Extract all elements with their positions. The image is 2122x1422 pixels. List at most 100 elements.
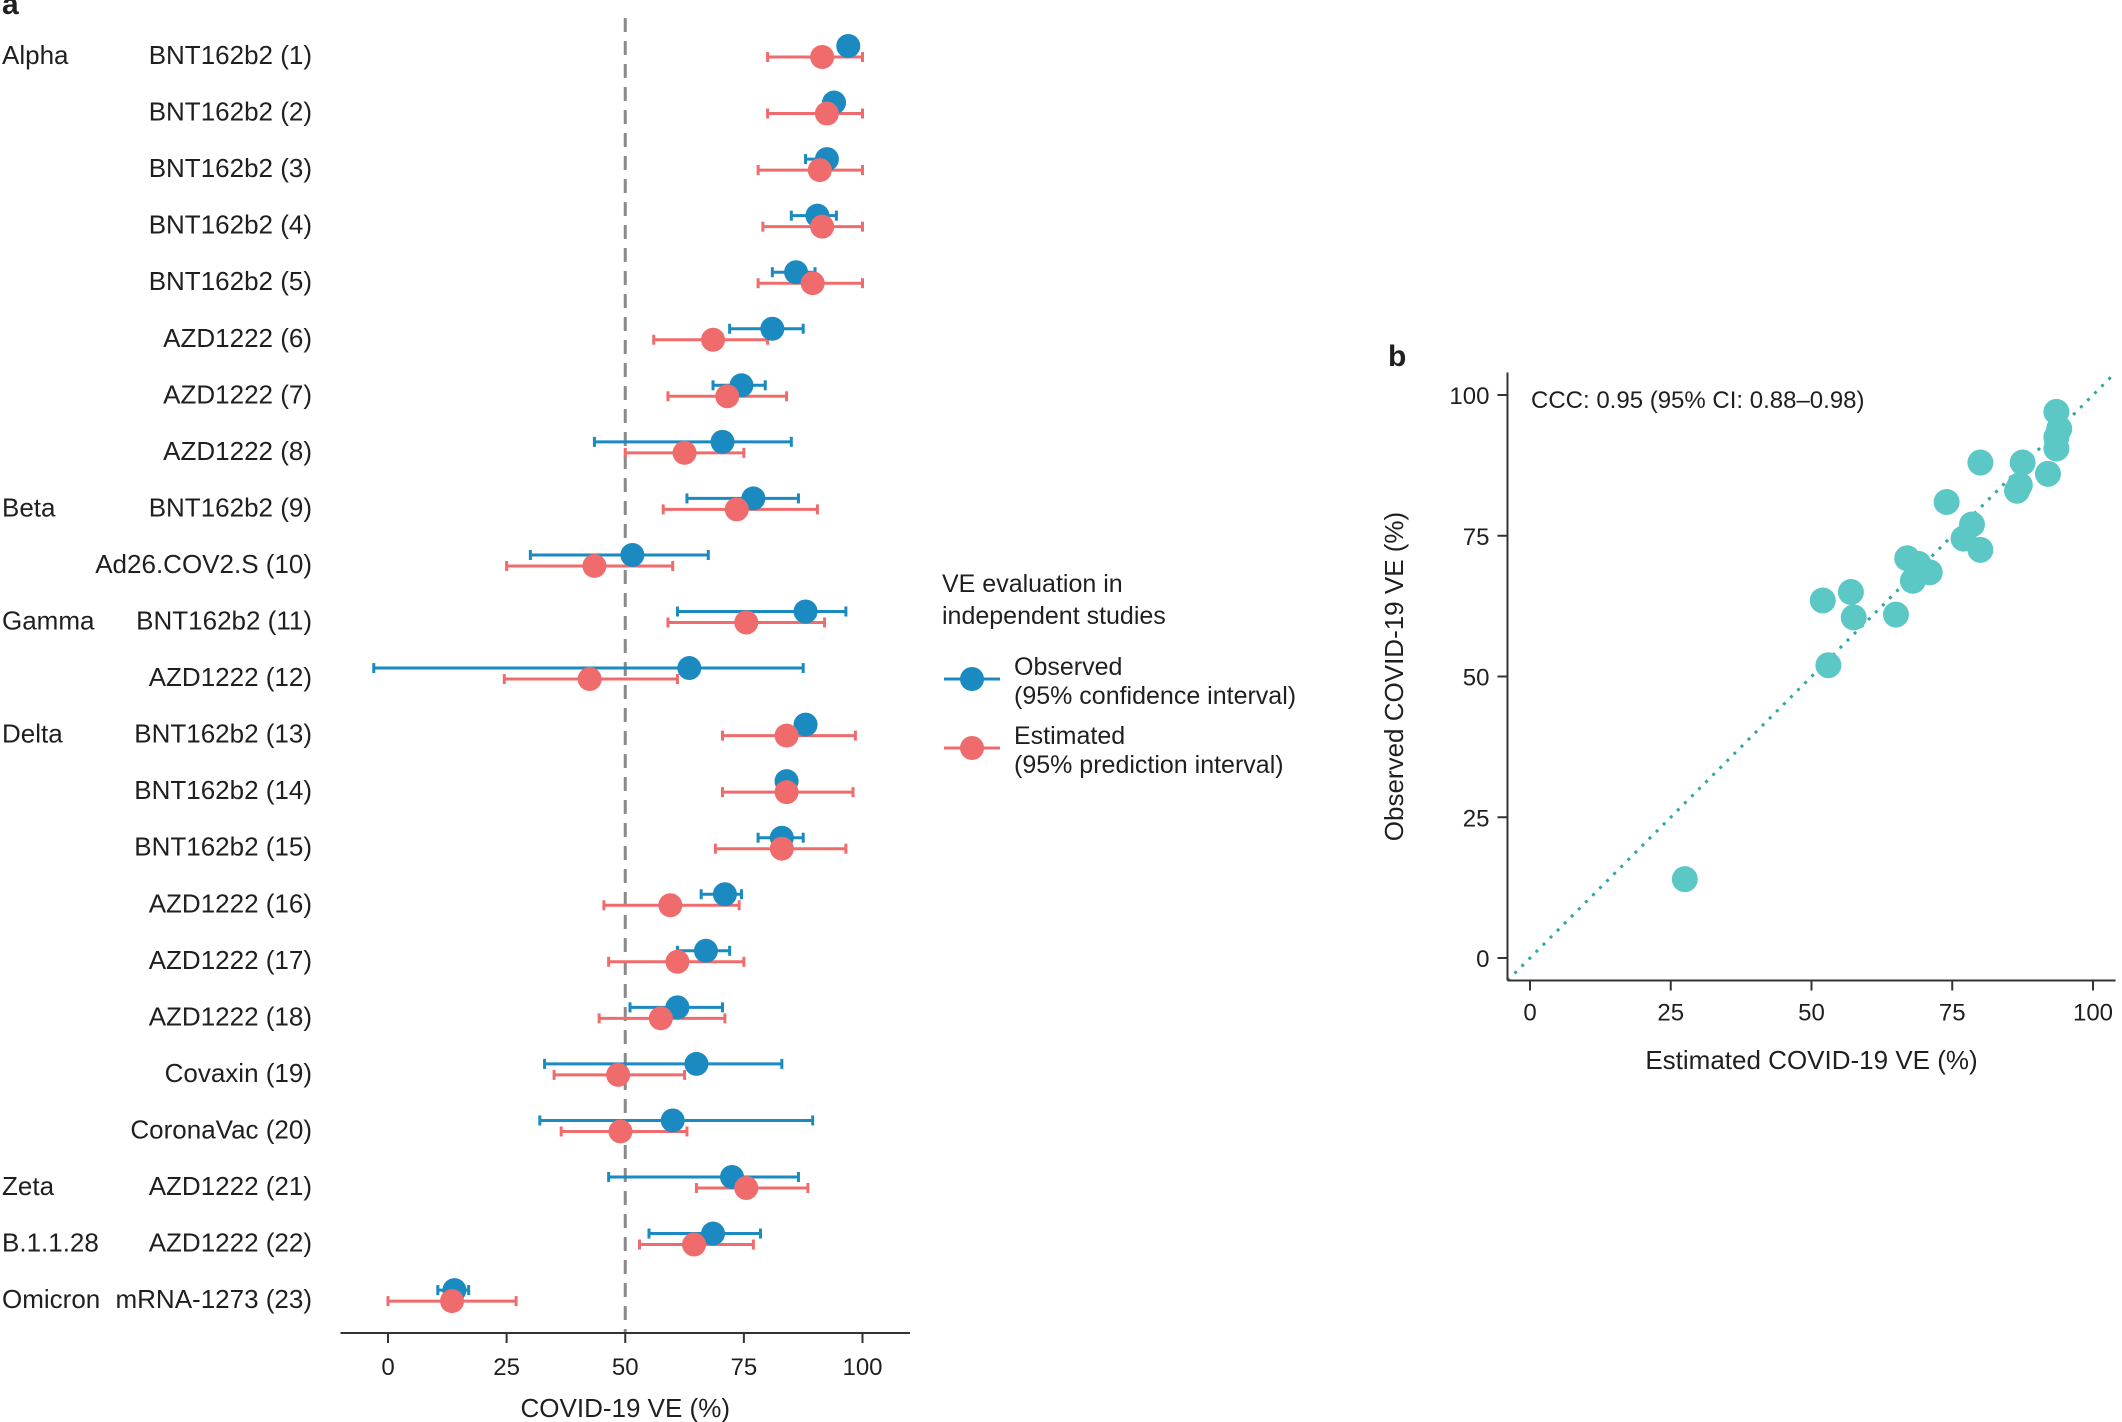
scatter-point — [2009, 449, 2036, 476]
legend: VE evaluation in independent studies Obs… — [942, 570, 1296, 779]
x-axis-title: COVID-19 VE (%) — [521, 1393, 731, 1422]
vaccine-label: mRNA-1273 (23) — [115, 1284, 312, 1314]
estimated-point — [672, 440, 697, 465]
estimated-point — [701, 327, 726, 352]
observed-ci — [543, 1058, 784, 1069]
estimated-point — [724, 497, 749, 522]
y-axis-title: Observed COVID-19 VE (%) — [1379, 512, 1409, 841]
estimated-point — [769, 836, 794, 861]
scatter-point — [1967, 536, 1994, 563]
scatter-point — [1933, 488, 1960, 515]
observed-point — [693, 938, 718, 963]
panel-a-forest-plot: a Alpha BNT162b2 (1) BNT162b2 (2) BNT162b2 … — [2, 0, 910, 1422]
scatter-point — [1967, 449, 1994, 476]
estimated-point — [577, 667, 602, 692]
scatter-point — [1809, 587, 1836, 614]
legend-estimated-sublabel: (95% prediction interval) — [1014, 751, 1284, 779]
observed-point — [701, 1221, 726, 1246]
variant-label: Alpha — [2, 40, 69, 70]
scatter-point — [1671, 866, 1698, 893]
legend-estimated-marker — [960, 736, 984, 760]
vaccine-label: AZD1222 (8) — [163, 436, 312, 466]
estimated-point — [682, 1232, 707, 1257]
vaccine-label: BNT162b2 (9) — [149, 492, 312, 522]
x-tick-label: 50 — [612, 1354, 639, 1381]
legend-title-line-1: VE evaluation in — [942, 570, 1123, 598]
estimated-point — [774, 780, 799, 805]
legend-observed-marker — [960, 667, 984, 691]
vaccine-label: AZD1222 (6) — [163, 323, 312, 353]
scatter-points — [1671, 398, 2073, 893]
vaccine-label: CoronaVac (20) — [130, 1114, 312, 1144]
observed-ci — [592, 436, 793, 447]
estimated-point — [807, 158, 832, 183]
scatter-point — [1840, 604, 1867, 631]
estimated-point — [658, 893, 683, 918]
legend-estimated-label: Estimated — [1014, 722, 1125, 750]
vaccine-label: BNT162b2 (5) — [149, 266, 312, 296]
panel-b-scatter-plot: b 0 25 50 75 100 0 25 50 75 100 CCC: 0.95 (95% CI… — [1379, 340, 2117, 1075]
vaccine-label: BNT162b2 (4) — [149, 210, 312, 240]
x-axis: 0 25 50 75 100 — [340, 1332, 910, 1381]
vaccine-label: BNT162b2 (13) — [134, 719, 312, 749]
observed-point — [712, 882, 737, 907]
x-tick-label: 50 — [1798, 1000, 1825, 1027]
x-axis-title: Estimated COVID-19 VE (%) — [1645, 1045, 1977, 1075]
vaccine-label: AZD1222 (12) — [149, 662, 312, 692]
estimated-point — [608, 1119, 633, 1144]
y-tick-label: 75 — [1463, 524, 1490, 551]
estimated-point — [774, 723, 799, 748]
vaccine-label: AZD1222 (21) — [149, 1171, 312, 1201]
variant-label: Zeta — [2, 1171, 55, 1201]
y-tick-label: 50 — [1463, 665, 1490, 692]
estimated-point — [734, 610, 759, 635]
estimated-point — [734, 1176, 759, 1200]
variant-label: Delta — [2, 719, 63, 749]
legend-title-line-2: independent studies — [942, 602, 1166, 630]
vaccine-label: AZD1222 (16) — [149, 888, 312, 918]
observed-point — [760, 316, 785, 341]
estimated-point — [810, 45, 835, 69]
y-tick-label: 100 — [1449, 383, 1489, 410]
scatter-point — [2043, 435, 2070, 462]
observed-point — [684, 1051, 709, 1076]
observed-ci — [528, 549, 710, 560]
forest-marks — [372, 34, 864, 1314]
vaccine-label: BNT162b2 (11) — [136, 606, 312, 636]
legend-observed-sublabel: (95% confidence interval) — [1014, 682, 1296, 710]
estimated-point — [814, 101, 839, 126]
variant-label: Beta — [2, 492, 56, 522]
estimated-point — [800, 271, 825, 296]
observed-point — [836, 34, 861, 58]
scatter-point — [1882, 601, 1909, 628]
vaccine-label: AZD1222 (17) — [149, 945, 312, 975]
variant-label: Omicron — [2, 1284, 100, 1314]
estimated-point — [606, 1062, 631, 1087]
vaccine-label: Ad26.COV2.S (10) — [95, 549, 312, 579]
vaccine-label: AZD1222 (22) — [149, 1228, 312, 1258]
scatter-point — [1815, 652, 1842, 679]
vaccine-label: BNT162b2 (3) — [149, 153, 312, 183]
vaccine-label: Covaxin (19) — [165, 1058, 312, 1088]
observed-ci — [675, 606, 848, 617]
ccc-annotation: CCC: 0.95 (95% CI: 0.88–0.98) — [1531, 387, 1865, 414]
vaccine-label: BNT162b2 (14) — [134, 775, 312, 805]
x-tick-label: 75 — [1939, 1000, 1966, 1027]
scatter-point — [1899, 567, 1926, 594]
observed-point — [660, 1108, 685, 1133]
estimated-point — [665, 949, 690, 974]
estimated-point — [582, 553, 607, 578]
y-tick-label: 25 — [1463, 805, 1490, 832]
x-tick-label: 75 — [731, 1354, 758, 1381]
x-tick-label: 100 — [842, 1354, 882, 1381]
estimated-point — [715, 384, 740, 409]
estimated-point — [648, 1006, 673, 1031]
x-tick-label: 0 — [1523, 1000, 1536, 1027]
variant-label: B.1.1.28 — [2, 1228, 99, 1258]
observed-point — [710, 429, 735, 454]
axes: 0 25 50 75 100 0 25 50 75 100 — [1449, 372, 2116, 1027]
panel-a-label: a — [2, 0, 19, 21]
x-tick-label: 100 — [2073, 1000, 2113, 1027]
vaccine-label: BNT162b2 (2) — [149, 97, 312, 127]
